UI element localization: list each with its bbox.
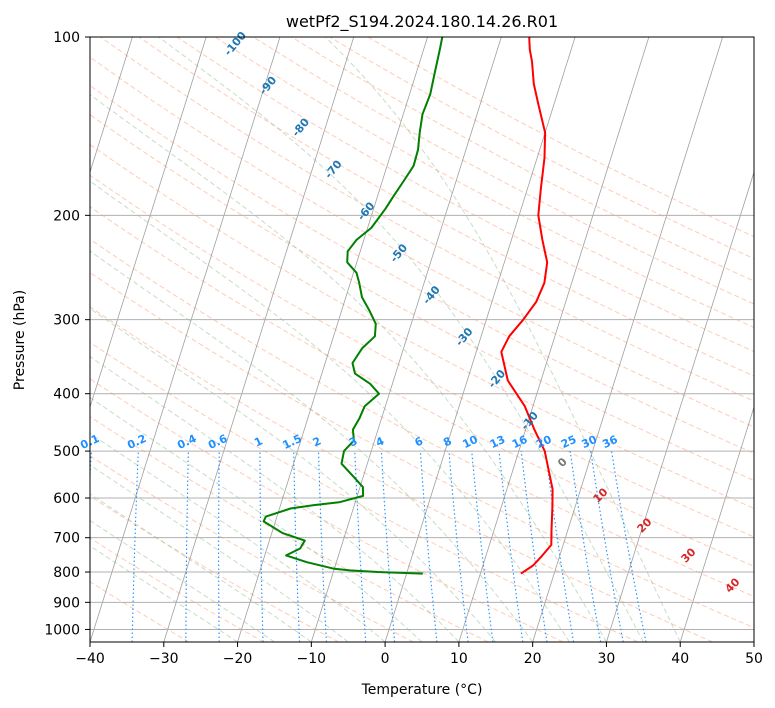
moist-adiabat: [90, 432, 386, 642]
moist-adiabat: [90, 396, 423, 642]
dry-adiabat: [90, 581, 190, 642]
isotherm-line: [606, 170, 754, 642]
y-tick-label: 100: [53, 30, 80, 46]
isotherm-line: [0, 37, 59, 642]
y-tick-label: 700: [53, 531, 80, 547]
dry-adiabat: [90, 537, 265, 642]
x-tick-label: 30: [598, 651, 616, 667]
y-axis: 100 200 300 400 500 600 700 800 900 1000: [44, 30, 90, 638]
background-lines: [0, 37, 754, 642]
dry-adiabat: [90, 143, 754, 509]
x-tick-label: −30: [149, 651, 179, 667]
dewpoint-line: [262, 37, 444, 575]
isotherm-line: [163, 37, 355, 642]
moist-adiabat: [90, 519, 275, 642]
moist-adiabat: [90, 464, 349, 642]
moist-adiabat: [90, 180, 571, 642]
y-tick-label: 1000: [44, 622, 80, 638]
isotherm-line: [90, 37, 207, 409]
mixing-ratio-label: 13: [488, 433, 507, 451]
mixing-ratio-label: 25: [559, 433, 578, 451]
dry-adiabat: [176, 37, 754, 353]
moist-adiabat: [325, 37, 681, 642]
x-tick-label: 40: [671, 651, 689, 667]
dry-adiabat: [90, 56, 754, 428]
mixing-ratio-line: [419, 451, 438, 642]
x-tick-label: −20: [223, 651, 253, 667]
mixing-ratio-line: [610, 451, 647, 642]
mixing-ratio-label: 10: [461, 433, 481, 451]
temperature-line: [500, 37, 554, 575]
mixing-ratio-lines: [90, 451, 647, 642]
moist-adiabat: [90, 93, 607, 642]
y-tick-label: 500: [53, 444, 80, 460]
dry-adiabat: [100, 37, 754, 402]
x-tick-label: 50: [745, 651, 763, 667]
dry-adiabat: [90, 271, 754, 629]
isotherm-line: [679, 405, 754, 642]
mixing-ratio-line: [498, 451, 524, 642]
plot-background: [90, 37, 754, 642]
y-tick-label: 200: [53, 208, 80, 224]
plot-frame: [89, 36, 755, 643]
profiles: [262, 37, 554, 575]
isotherm-line: [310, 37, 502, 642]
mixing-ratio-label: 16: [510, 433, 530, 451]
moist-adiabat: [90, 355, 460, 642]
mixing-ratio-line: [471, 451, 494, 642]
y-tick-label: 600: [53, 491, 80, 507]
y-tick-label: 900: [53, 595, 80, 611]
chart-title: wetPf2_S194.2024.180.14.26.R01: [286, 12, 558, 32]
mixing-ratio-line: [544, 451, 575, 642]
x-axis: −40 −30 −20 −10 0 10 20 30 40 50: [75, 642, 763, 667]
mixing-ratio-label: 20: [534, 433, 554, 451]
moist-adiabat: [90, 307, 497, 642]
dry-adiabat: [138, 37, 754, 377]
mixing-ratio-label: 30: [580, 433, 600, 451]
isotherm-line: [458, 37, 650, 642]
y-tick-label: 300: [53, 313, 80, 329]
isotherm-line: [90, 37, 133, 174]
x-axis-title: Temperature (°C): [361, 682, 483, 698]
x-tick-label: 10: [450, 651, 468, 667]
isotherm-line: [532, 37, 724, 642]
y-tick-label: 400: [53, 387, 80, 403]
isotherm-line: [384, 37, 576, 642]
isotherm-line: [753, 640, 754, 642]
y-axis-title: Pressure (hPa): [12, 290, 28, 390]
dry-adiabat: [90, 174, 754, 538]
isotherm-line: [90, 37, 281, 642]
x-tick-label: 0: [381, 651, 390, 667]
x-tick-label: −40: [75, 651, 105, 667]
moist-adiabat: [90, 250, 534, 642]
y-tick-label: 800: [53, 565, 80, 581]
dry-adiabat: [90, 84, 754, 454]
dry-adiabat: [90, 378, 564, 642]
mixing-ratio-label: 36: [600, 433, 620, 451]
isotherm-line: [237, 37, 428, 642]
dry-adiabat: [90, 238, 754, 598]
moist-adiabat: [158, 37, 644, 642]
dry-adiabat: [90, 341, 639, 642]
x-tick-label: −10: [297, 651, 327, 667]
mixing-ratio-line: [520, 451, 548, 642]
x-tick-label: 20: [524, 651, 542, 667]
mixing-ratio-line: [448, 451, 469, 642]
